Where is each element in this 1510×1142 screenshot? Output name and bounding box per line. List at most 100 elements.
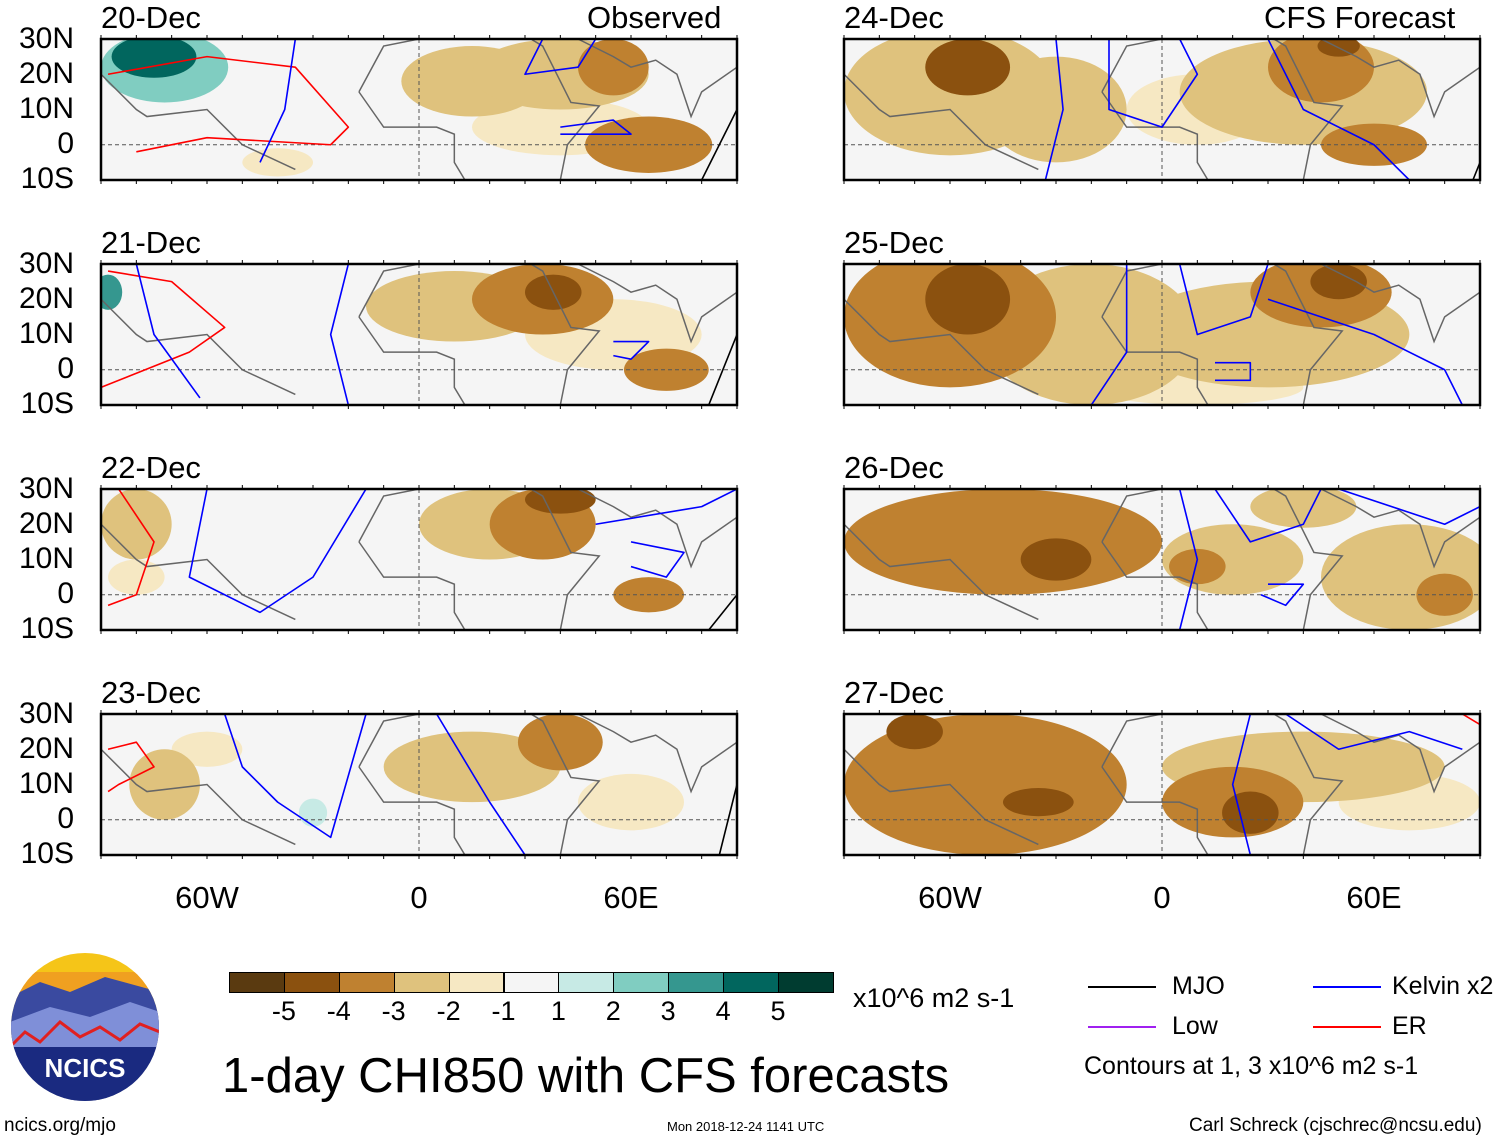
coastline bbox=[844, 748, 1039, 846]
anomaly-region bbox=[623, 348, 709, 391]
anomaly-region bbox=[578, 39, 649, 96]
coastline bbox=[844, 73, 1039, 171]
map-panel bbox=[99, 35, 739, 184]
anomaly-region bbox=[1169, 548, 1226, 585]
panel-date: 27-Dec bbox=[844, 675, 944, 710]
anomaly-region bbox=[886, 714, 943, 750]
panel-date: 22-Dec bbox=[101, 450, 201, 485]
lon-label: 60W bbox=[918, 880, 982, 915]
er-contour bbox=[107, 489, 155, 607]
anomaly-region bbox=[844, 714, 1127, 855]
colorbar-swatch bbox=[668, 972, 725, 993]
svg-text:NCICS: NCICS bbox=[45, 1053, 126, 1083]
lat-label: 10S bbox=[20, 387, 74, 420]
colorbar-swatch bbox=[448, 972, 505, 993]
kelvin-contour bbox=[524, 39, 597, 76]
colorbar-swatch bbox=[283, 972, 340, 993]
ncics-logo: NCICS bbox=[11, 953, 159, 1101]
panel-date: 21-Dec bbox=[101, 225, 201, 260]
kelvin-contour bbox=[1178, 264, 1269, 336]
panel-date: 23-Dec bbox=[101, 675, 201, 710]
anomaly-region bbox=[1416, 573, 1473, 616]
anomaly-region bbox=[844, 489, 1162, 595]
coastline bbox=[1101, 264, 1344, 405]
kelvin-contour bbox=[1090, 264, 1128, 405]
lat-label: 0 bbox=[57, 577, 74, 610]
site-link[interactable]: ncics.org/mjo bbox=[4, 1115, 116, 1136]
lat-label: 10N bbox=[18, 767, 74, 800]
anomaly-region bbox=[525, 489, 596, 514]
anomaly-region bbox=[383, 731, 561, 803]
anomaly-region bbox=[101, 274, 123, 310]
coastline bbox=[101, 523, 296, 621]
mjo-legend-label: MJO bbox=[1172, 972, 1225, 1000]
anomaly-region bbox=[298, 798, 328, 827]
coastline bbox=[358, 489, 601, 630]
lat-label: 20N bbox=[18, 57, 74, 90]
lat-label: 20N bbox=[18, 732, 74, 765]
coastline bbox=[1320, 714, 1480, 794]
colorbar-label: 1 bbox=[550, 996, 566, 1026]
colorbar-label: 4 bbox=[715, 996, 731, 1026]
colorbar-swatch bbox=[778, 972, 834, 993]
lat-label: 10S bbox=[20, 612, 74, 645]
kelvin-contour bbox=[1260, 583, 1305, 607]
map-panel bbox=[842, 35, 1482, 184]
kelvin-contour bbox=[188, 489, 367, 614]
er-contour bbox=[107, 741, 155, 793]
forecast-label: CFS Forecast bbox=[1264, 0, 1456, 35]
colorbar-label: -1 bbox=[491, 996, 516, 1026]
coastline bbox=[1101, 714, 1344, 855]
colorbar-label: 5 bbox=[770, 996, 786, 1026]
lat-label: 0 bbox=[57, 127, 74, 160]
coastline bbox=[844, 523, 1039, 621]
coastline bbox=[1320, 264, 1480, 344]
contour-note: Contours at 1, 3 x10^6 m2 s-1 bbox=[1084, 1052, 1419, 1080]
anomaly-region bbox=[171, 731, 243, 767]
figure-title: 1-day CHI850 with CFS forecasts bbox=[222, 1049, 950, 1103]
anomaly-region bbox=[108, 559, 165, 595]
observed-label: Observed bbox=[587, 0, 722, 35]
kelvin-contour bbox=[259, 39, 297, 163]
lat-label: 20N bbox=[18, 282, 74, 315]
colorbar-label: 3 bbox=[660, 996, 676, 1026]
anomaly-region bbox=[1250, 489, 1357, 528]
lat-label: 10S bbox=[20, 837, 74, 870]
coastline bbox=[577, 264, 737, 344]
lat-label: 30N bbox=[18, 247, 74, 280]
kelvin-contour bbox=[1338, 489, 1480, 526]
anomaly-region bbox=[925, 264, 1011, 335]
anomaly-region bbox=[1003, 788, 1074, 817]
anomaly-region bbox=[985, 56, 1127, 163]
lat-label: 0 bbox=[57, 802, 74, 835]
low-legend-line bbox=[1088, 1026, 1156, 1028]
coastline bbox=[844, 298, 1039, 396]
map-panel bbox=[99, 260, 739, 409]
colorbar-swatch bbox=[229, 972, 285, 993]
lat-label: 10N bbox=[18, 317, 74, 350]
er-legend-label: ER bbox=[1392, 1012, 1427, 1040]
panel-date: 24-Dec bbox=[844, 0, 944, 35]
lat-label: 10S bbox=[20, 162, 74, 195]
lat-label: 30N bbox=[18, 22, 74, 55]
anomaly-region bbox=[517, 714, 603, 771]
colorbar-swatch bbox=[393, 972, 450, 993]
lat-label: 20N bbox=[18, 507, 74, 540]
kelvin-contour bbox=[1044, 39, 1064, 180]
anomaly-region bbox=[111, 39, 197, 78]
kelvin-contour bbox=[1285, 714, 1463, 751]
coastline bbox=[1101, 316, 1209, 405]
kelvin-legend-label: Kelvin x2 bbox=[1392, 972, 1494, 1000]
anomaly-region bbox=[925, 39, 1011, 96]
colorbar-label: -5 bbox=[271, 996, 296, 1026]
coastline bbox=[358, 714, 601, 855]
anomaly-region bbox=[1222, 791, 1279, 834]
coastline bbox=[577, 39, 737, 119]
kelvin-contour bbox=[1215, 361, 1252, 382]
map-panel bbox=[99, 485, 739, 634]
colorbar-units: x10^6 m2 s-1 bbox=[853, 983, 1015, 1013]
colorbar-swatch bbox=[503, 972, 560, 993]
er-contour bbox=[1461, 714, 1480, 726]
anomaly-region bbox=[101, 489, 172, 560]
coastline bbox=[358, 264, 601, 405]
